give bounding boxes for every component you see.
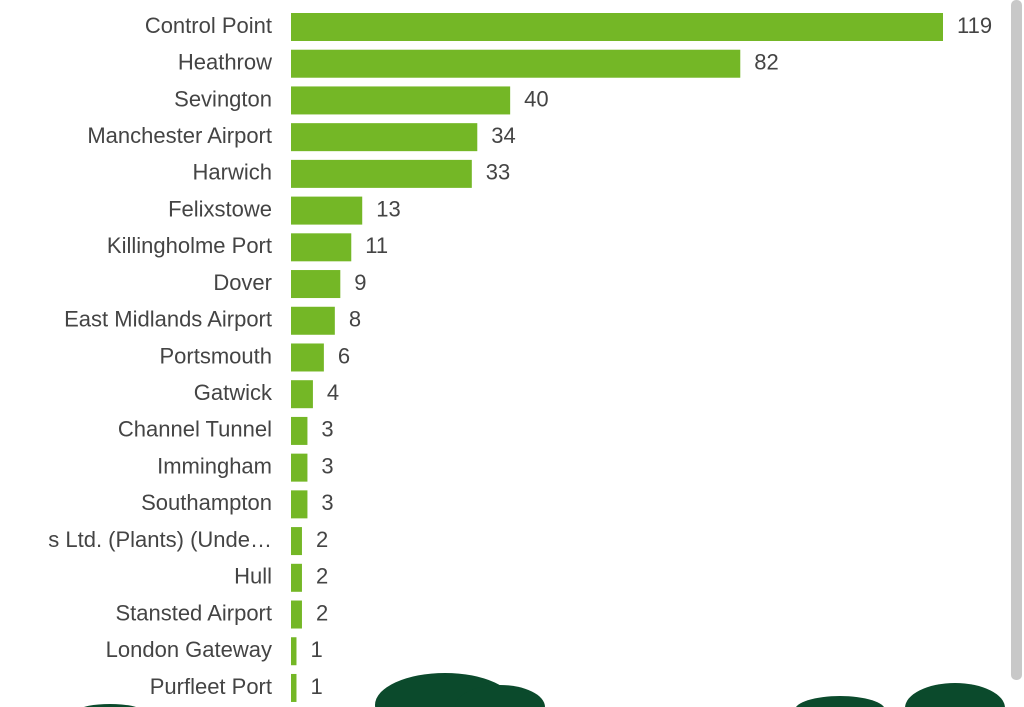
page: {"chart_data": {"type": "bar", "orientat…: [0, 0, 1024, 707]
value-label: 119: [957, 13, 992, 38]
value-label: 6: [338, 343, 350, 368]
bar: [291, 417, 307, 445]
value-label: 8: [349, 307, 361, 332]
bar: [291, 307, 335, 335]
scrollbar[interactable]: [1011, 0, 1022, 680]
category-label: East Midlands Airport: [64, 307, 272, 332]
category-label: Purfleet Port: [150, 674, 272, 699]
bar: [291, 270, 340, 298]
category-label: Harwich: [193, 160, 272, 185]
value-label: 82: [754, 50, 778, 75]
chart: Control Point119Heathrow82Sevington40Man…: [0, 0, 1024, 707]
value-label: 13: [376, 196, 400, 221]
category-label: Gatwick: [194, 380, 273, 405]
category-label: Felixstowe: [168, 196, 272, 221]
category-label: Control Point: [145, 13, 272, 38]
bar: [291, 527, 302, 555]
category-label: Heathrow: [178, 50, 272, 75]
category-label: Manchester Airport: [87, 123, 272, 148]
bar: [291, 601, 302, 629]
category-label: Portsmouth: [160, 343, 273, 368]
category-label: s Ltd. (Plants) (Unde…: [48, 527, 272, 552]
value-label: 3: [321, 490, 333, 515]
bar: [291, 86, 510, 114]
bar: [291, 454, 307, 482]
bar: [291, 380, 313, 408]
value-label: 1: [310, 637, 322, 662]
value-label: 40: [524, 86, 548, 111]
category-label: Sevington: [174, 86, 272, 111]
value-label: 3: [321, 417, 333, 442]
bar: [291, 674, 296, 702]
value-label: 4: [327, 380, 339, 405]
bar: [291, 13, 943, 41]
category-label: Stansted Airport: [115, 600, 272, 625]
bar: [291, 564, 302, 592]
bar: [291, 637, 296, 665]
bar: [291, 197, 362, 225]
bar: [291, 160, 472, 188]
bar: [291, 233, 351, 261]
value-label: 33: [486, 160, 510, 185]
value-label: 2: [316, 564, 328, 589]
value-label: 11: [365, 233, 388, 258]
category-label: Hull: [234, 564, 272, 589]
value-label: 9: [354, 270, 366, 295]
value-label: 34: [491, 123, 515, 148]
bar: [291, 50, 740, 78]
value-label: 2: [316, 600, 328, 625]
value-label: 2: [316, 527, 328, 552]
value-label: 3: [321, 453, 333, 478]
category-label: London Gateway: [106, 637, 272, 662]
bar: [291, 343, 324, 371]
category-label: Killingholme Port: [107, 233, 272, 258]
category-label: Dover: [213, 270, 272, 295]
bar: [291, 490, 307, 518]
category-label: Immingham: [157, 453, 272, 478]
category-label: Channel Tunnel: [118, 417, 272, 442]
category-label: Southampton: [141, 490, 272, 515]
bar: [291, 123, 477, 151]
value-label: 1: [310, 674, 322, 699]
